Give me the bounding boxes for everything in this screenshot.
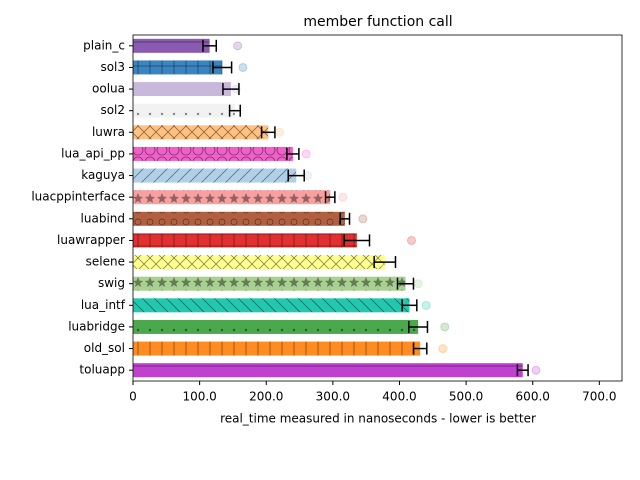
sample-point [438, 344, 448, 354]
chart-title: member function call [303, 14, 452, 30]
y-tick-label: luawrapper [57, 233, 125, 247]
sample-point [275, 127, 285, 137]
error-bar [222, 83, 240, 96]
sample-point [413, 279, 423, 289]
error-bar [228, 104, 242, 117]
y-tick-label: lua_intf [81, 298, 126, 312]
y-tick-label: swig [98, 276, 125, 290]
error-bar [343, 234, 371, 247]
bar [133, 146, 293, 161]
x-tick-label: 600.0 [516, 390, 550, 404]
bar [133, 341, 421, 356]
y-tick-label: selene [86, 255, 125, 269]
y-tick-label: luabind [81, 211, 125, 225]
x-tick-label: 700.0 [582, 390, 616, 404]
bar [133, 60, 223, 75]
sample-point [421, 300, 431, 310]
y-tick-label: plain_c [83, 38, 125, 52]
error-bar [396, 277, 415, 290]
sample-point [233, 41, 243, 51]
error-bar [212, 61, 233, 74]
bar [133, 103, 235, 118]
sample-point [238, 62, 248, 72]
bar [133, 168, 297, 183]
error-bar [260, 126, 276, 139]
x-tick-label: 400.0 [382, 390, 416, 404]
bar [133, 255, 385, 270]
x-tick-label: 300.0 [316, 390, 350, 404]
bar [133, 125, 269, 140]
bar [133, 298, 410, 313]
error-bar [401, 299, 418, 312]
x-tick-label: 500.0 [449, 390, 483, 404]
error-bar [408, 320, 429, 333]
sample-point [406, 235, 416, 245]
error-bar [324, 191, 336, 204]
bar [133, 319, 419, 334]
y-tick-label: sol3 [100, 60, 125, 74]
y-tick-label: lua_api_pp [61, 146, 125, 160]
bar [133, 38, 210, 53]
sample-point [440, 322, 450, 332]
y-tick-label: oolua [92, 82, 125, 96]
bar [133, 82, 231, 97]
error-bar [516, 364, 529, 377]
sample-point [358, 214, 368, 224]
error-bar [286, 147, 300, 160]
x-axis-label: real_time measured in nanoseconds - lowe… [220, 412, 536, 426]
y-tick-label: luwra [92, 125, 125, 139]
bar [133, 190, 331, 205]
error-bar [412, 342, 428, 355]
error-bar [339, 212, 351, 225]
y-tick-label: kaguya [81, 168, 125, 182]
y-tick-label: luacppinterface [31, 190, 125, 204]
error-bar [202, 39, 218, 52]
bar [133, 211, 345, 226]
y-tick-label: toluapp [79, 363, 125, 377]
sample-point [301, 149, 311, 159]
x-tick-label: 0 [129, 390, 137, 404]
bar [133, 276, 406, 291]
y-tick-label: luabridge [68, 319, 125, 333]
y-tick-label: old_sol [84, 341, 125, 355]
x-tick-label: 100.0 [182, 390, 216, 404]
error-bar [373, 256, 397, 269]
y-tick-label: sol2 [100, 103, 125, 117]
bar [133, 363, 523, 378]
plot-frame [132, 34, 623, 382]
error-bar [287, 169, 305, 182]
sample-point [531, 365, 541, 375]
sample-point [338, 192, 348, 202]
bar [133, 233, 357, 248]
x-tick-label: 200.0 [249, 390, 283, 404]
